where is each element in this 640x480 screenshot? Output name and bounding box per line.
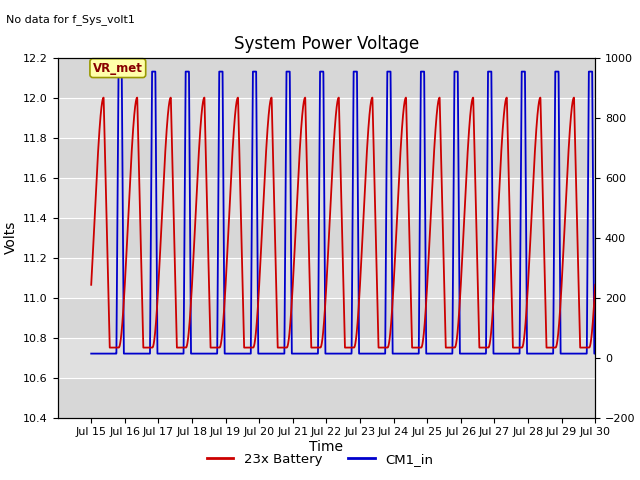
Text: No data for f_Sys_volt1: No data for f_Sys_volt1	[6, 14, 135, 25]
Title: System Power Voltage: System Power Voltage	[234, 35, 419, 53]
Legend: 23x Battery, CM1_in: 23x Battery, CM1_in	[202, 447, 438, 471]
Bar	[58, 298, 595, 337]
Bar	[58, 378, 595, 418]
Bar	[58, 58, 595, 97]
X-axis label: Time: Time	[309, 440, 344, 454]
Y-axis label: Volts: Volts	[3, 221, 17, 254]
Bar	[58, 138, 595, 178]
Text: VR_met: VR_met	[93, 61, 143, 74]
Bar	[58, 217, 595, 258]
